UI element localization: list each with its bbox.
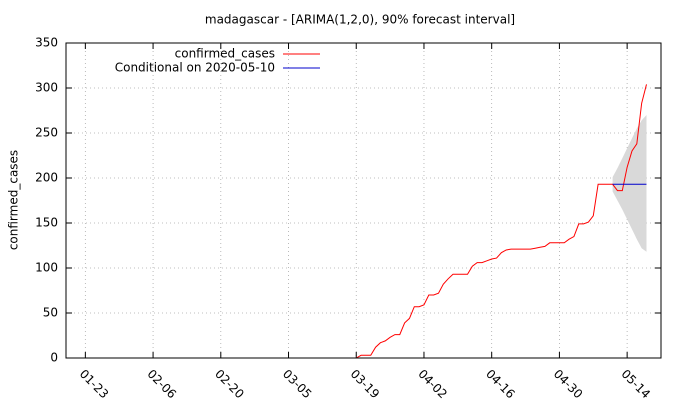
y-tick-label: 250	[35, 126, 58, 140]
chart-title: madagascar - [ARIMA(1,2,0), 90% forecast…	[205, 13, 515, 27]
y-tick-label: 300	[35, 81, 58, 95]
x-tick-label: 02-06	[144, 367, 179, 400]
y-tick-label: 0	[50, 351, 58, 365]
y-tick-label: 100	[35, 261, 58, 275]
legend-label: confirmed_cases	[175, 47, 275, 61]
x-tick-label: 04-02	[415, 367, 450, 400]
y-tick-label: 350	[35, 36, 58, 50]
x-tick-label: 03-19	[348, 367, 383, 400]
y-tick-label: 50	[43, 306, 58, 320]
legend-label: Conditional on 2020-05-10	[115, 61, 275, 75]
y-tick-label: 200	[35, 171, 58, 185]
y-axis-label: confirmed_cases	[7, 150, 21, 250]
x-tick-label: 04-30	[551, 367, 586, 400]
series-line	[356, 84, 647, 359]
x-tick-label: 02-20	[212, 367, 247, 400]
x-tick-label: 05-14	[619, 367, 654, 400]
x-tick-label: 03-05	[280, 367, 315, 400]
x-tick-label: 01-23	[77, 367, 112, 400]
x-tick-label: 04-16	[483, 367, 518, 400]
plot-border	[65, 42, 662, 359]
forecast-interval	[612, 115, 647, 252]
y-tick-label: 150	[35, 216, 58, 230]
